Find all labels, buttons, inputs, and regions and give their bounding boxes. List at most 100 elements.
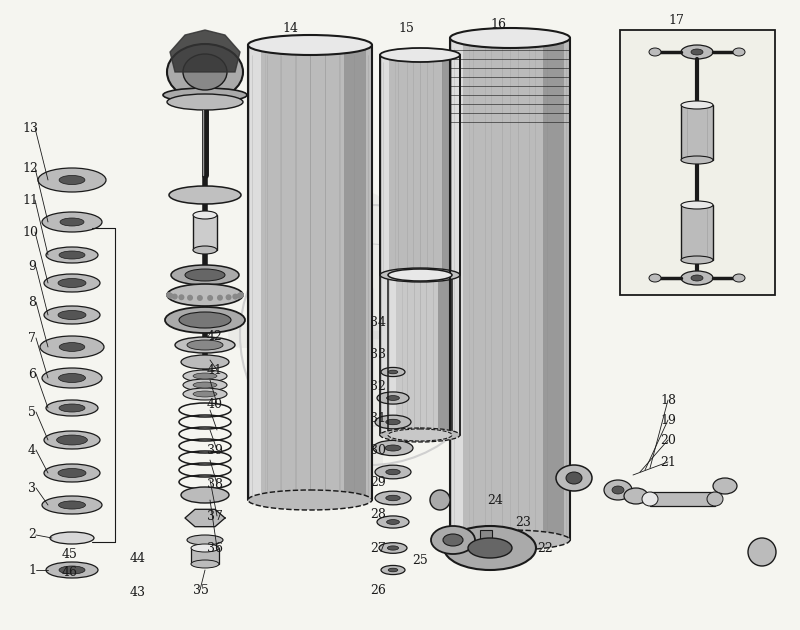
Text: 12: 12 (22, 161, 38, 175)
Ellipse shape (172, 294, 178, 300)
Ellipse shape (187, 535, 223, 545)
Ellipse shape (59, 566, 85, 574)
Ellipse shape (59, 343, 85, 352)
Ellipse shape (430, 490, 450, 510)
Bar (650, 492, 715, 506)
Ellipse shape (197, 295, 203, 301)
Ellipse shape (604, 480, 632, 500)
Ellipse shape (191, 560, 219, 568)
Ellipse shape (42, 496, 102, 514)
Text: 3: 3 (28, 481, 36, 495)
Bar (344, 45, 366, 500)
Ellipse shape (681, 101, 713, 109)
Ellipse shape (167, 44, 243, 100)
Text: 16: 16 (490, 18, 506, 32)
Ellipse shape (375, 415, 411, 429)
Ellipse shape (386, 469, 400, 475)
Ellipse shape (386, 520, 399, 524)
Ellipse shape (183, 370, 227, 382)
Text: 2: 2 (28, 529, 36, 542)
Text: 25: 25 (412, 554, 428, 566)
Text: 38: 38 (207, 478, 223, 491)
Ellipse shape (691, 49, 703, 55)
Text: 24: 24 (487, 493, 503, 507)
Ellipse shape (183, 54, 227, 90)
Text: 41: 41 (207, 364, 223, 377)
Ellipse shape (238, 292, 244, 298)
Ellipse shape (381, 367, 405, 377)
Ellipse shape (388, 568, 398, 572)
Text: 18: 18 (660, 394, 676, 406)
Ellipse shape (179, 312, 231, 328)
Ellipse shape (46, 400, 98, 416)
Ellipse shape (193, 373, 217, 379)
Ellipse shape (193, 246, 217, 254)
Text: 27: 27 (370, 542, 386, 554)
Ellipse shape (44, 464, 100, 482)
Bar (382, 55, 389, 435)
Bar (438, 275, 449, 435)
Bar (250, 45, 261, 500)
Polygon shape (185, 509, 225, 527)
Text: 14: 14 (282, 21, 298, 35)
Ellipse shape (175, 337, 235, 353)
Text: 40: 40 (207, 398, 223, 411)
Ellipse shape (165, 307, 245, 333)
Bar (452, 38, 462, 540)
Text: 36: 36 (207, 542, 223, 554)
Ellipse shape (379, 542, 407, 553)
Bar (191, 548, 219, 564)
Ellipse shape (431, 526, 475, 554)
Ellipse shape (50, 532, 94, 544)
Text: 7: 7 (28, 331, 36, 345)
Ellipse shape (380, 428, 460, 442)
Ellipse shape (681, 201, 713, 209)
Ellipse shape (46, 562, 98, 578)
Ellipse shape (443, 534, 463, 546)
Text: 43: 43 (130, 585, 146, 598)
Ellipse shape (59, 404, 85, 412)
Text: 42: 42 (207, 331, 223, 343)
Ellipse shape (44, 274, 100, 292)
Ellipse shape (193, 382, 217, 388)
Text: 30: 30 (370, 444, 386, 457)
Text: 5: 5 (28, 406, 36, 418)
Text: 20: 20 (660, 433, 676, 447)
Ellipse shape (166, 292, 172, 298)
Bar (480, 530, 492, 548)
Text: 8: 8 (28, 295, 36, 309)
Ellipse shape (167, 293, 174, 299)
Text: 9: 9 (28, 260, 36, 273)
Text: 13: 13 (22, 122, 38, 134)
Ellipse shape (386, 419, 400, 425)
Ellipse shape (207, 295, 213, 301)
Bar (390, 275, 396, 435)
Ellipse shape (388, 429, 452, 441)
Ellipse shape (58, 501, 86, 509)
Ellipse shape (642, 492, 658, 506)
Ellipse shape (217, 295, 223, 301)
Ellipse shape (377, 392, 409, 404)
Ellipse shape (681, 256, 713, 264)
Ellipse shape (444, 526, 536, 570)
Ellipse shape (183, 388, 227, 400)
Text: 45: 45 (62, 549, 78, 561)
Ellipse shape (566, 472, 582, 484)
Ellipse shape (237, 293, 242, 299)
Ellipse shape (171, 265, 239, 285)
Ellipse shape (681, 156, 713, 164)
Ellipse shape (713, 478, 737, 494)
Ellipse shape (681, 45, 713, 59)
Ellipse shape (388, 370, 398, 374)
Text: 19: 19 (660, 413, 676, 427)
Ellipse shape (386, 495, 400, 501)
Bar (380, 55, 460, 275)
Ellipse shape (178, 294, 185, 301)
Ellipse shape (381, 566, 405, 575)
Ellipse shape (163, 88, 247, 102)
Ellipse shape (58, 469, 86, 478)
Ellipse shape (59, 251, 85, 259)
Bar (248, 45, 372, 500)
Text: 4: 4 (28, 444, 36, 457)
Ellipse shape (624, 488, 648, 504)
